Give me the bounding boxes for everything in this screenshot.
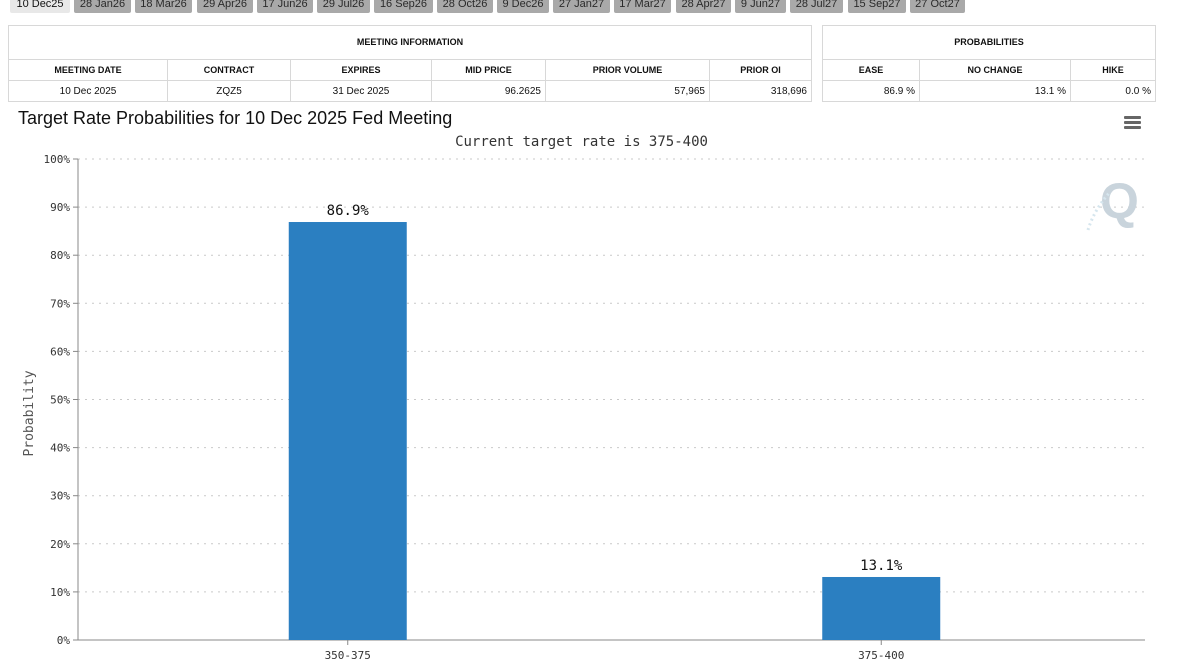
header-expires: EXPIRES <box>291 60 432 80</box>
y-tick-label: 50% <box>50 394 70 407</box>
chart-subtitle: Current target rate is 375-400 <box>455 134 708 150</box>
value-mid-price: 96.2625 <box>432 81 546 102</box>
header-ease: EASE <box>823 60 920 80</box>
y-tick-label: 40% <box>50 442 70 455</box>
header-prior-volume: PRIOR VOLUME <box>546 60 710 80</box>
header-contract: CONTRACT <box>168 60 291 80</box>
probabilities-value-row: 86.9 % 13.1 % 0.0 % <box>823 80 1155 102</box>
y-tick-label: 70% <box>50 297 70 310</box>
header-no-change: NO CHANGE <box>920 60 1071 80</box>
tab-29-jul26[interactable]: 29 Jul26 <box>317 0 370 13</box>
tab-29-apr26[interactable]: 29 Apr26 <box>197 0 253 13</box>
tab-28-oct26[interactable]: 28 Oct26 <box>437 0 493 13</box>
meeting-date-tabs: 10 Dec25 28 Jan26 18 Mar26 29 Apr26 17 Jun26… <box>0 0 1200 15</box>
value-no-change: 13.1 % <box>920 81 1071 102</box>
chart-title: Target Rate Probabilities for 10 Dec 202… <box>18 108 453 128</box>
meeting-information-value-row: 10 Dec 2025 ZQZ5 31 Dec 2025 96.2625 57,… <box>9 80 811 102</box>
y-tick-label: 0% <box>57 634 71 647</box>
probabilities-header-row: EASE NO CHANGE HIKE <box>823 59 1155 80</box>
value-meeting-date: 10 Dec 2025 <box>9 81 168 102</box>
value-contract: ZQZ5 <box>168 81 291 102</box>
tab-27-jan27[interactable]: 27 Jan27 <box>553 0 610 13</box>
y-tick-label: 80% <box>50 249 70 262</box>
chart-container <box>8 104 1156 666</box>
tab-28-jul27[interactable]: 28 Jul27 <box>790 0 843 13</box>
menu-line <box>1124 121 1141 124</box>
quikstrike-watermark-icon: Q <box>1084 170 1144 234</box>
y-tick-label: 30% <box>50 490 70 503</box>
value-ease: 86.9 % <box>823 81 920 102</box>
meeting-information-panel: MEETING INFORMATION MEETING DATE CONTRAC… <box>8 25 812 102</box>
data-label: 86.9% <box>327 203 370 219</box>
y-tick-label: 90% <box>50 201 70 214</box>
tab-16-sep26[interactable]: 16 Sep26 <box>374 0 433 13</box>
y-axis-label: Probability <box>22 370 37 456</box>
value-prior-volume: 57,965 <box>546 81 710 102</box>
header-hike: HIKE <box>1102 65 1124 75</box>
tab-17-mar27[interactable]: 17 Mar27 <box>614 0 671 13</box>
tab-9-jun27[interactable]: 9 Jun27 <box>735 0 786 13</box>
tab-10-dec25[interactable]: 10 Dec25 <box>10 0 70 13</box>
menu-line <box>1124 126 1141 129</box>
y-tick-label: 60% <box>50 345 70 358</box>
y-tick-label: 10% <box>50 586 70 599</box>
value-hike: 0.0 % <box>1125 86 1151 97</box>
bar-375-400 <box>822 576 941 640</box>
probabilities-title: PROBABILITIES <box>954 37 1024 47</box>
y-tick-label: 100% <box>44 153 71 166</box>
y-tick-label: 20% <box>50 538 70 551</box>
meeting-information-title: MEETING INFORMATION <box>356 37 464 47</box>
header-meeting-date: MEETING DATE <box>9 60 168 80</box>
tab-17-jun26[interactable]: 17 Jun26 <box>257 0 313 13</box>
x-tick-label: 375-400 <box>858 649 904 662</box>
value-prior-oi: 318,696 <box>770 86 807 97</box>
tab-15-sep27[interactable]: 15 Sep27 <box>848 0 906 13</box>
data-label: 13.1% <box>860 558 903 574</box>
watermark-letter: Q <box>1100 173 1139 229</box>
menu-line <box>1124 116 1141 119</box>
hamburger-menu-icon[interactable] <box>1124 115 1142 131</box>
bar-350-375 <box>288 222 407 641</box>
value-expires: 31 Dec 2025 <box>291 81 432 102</box>
tab-28-jan26[interactable]: 28 Jan26 <box>74 0 131 13</box>
header-prior-oi: PRIOR OI <box>740 65 781 75</box>
tab-9-dec26[interactable]: 9 Dec26 <box>497 0 549 13</box>
header-mid-price: MID PRICE <box>432 60 546 80</box>
meeting-information-header-row: MEETING DATE CONTRACT EXPIRES MID PRICE … <box>9 59 811 80</box>
tab-18-mar26[interactable]: 18 Mar26 <box>135 0 192 13</box>
probabilities-panel: PROBABILITIES EASE NO CHANGE HIKE 86.9 %… <box>822 25 1156 102</box>
x-tick-label: 350-375 <box>325 649 371 662</box>
tab-28-apr27[interactable]: 28 Apr27 <box>676 0 731 13</box>
tab-27-oct27[interactable]: 27 Oct27 <box>910 0 965 13</box>
